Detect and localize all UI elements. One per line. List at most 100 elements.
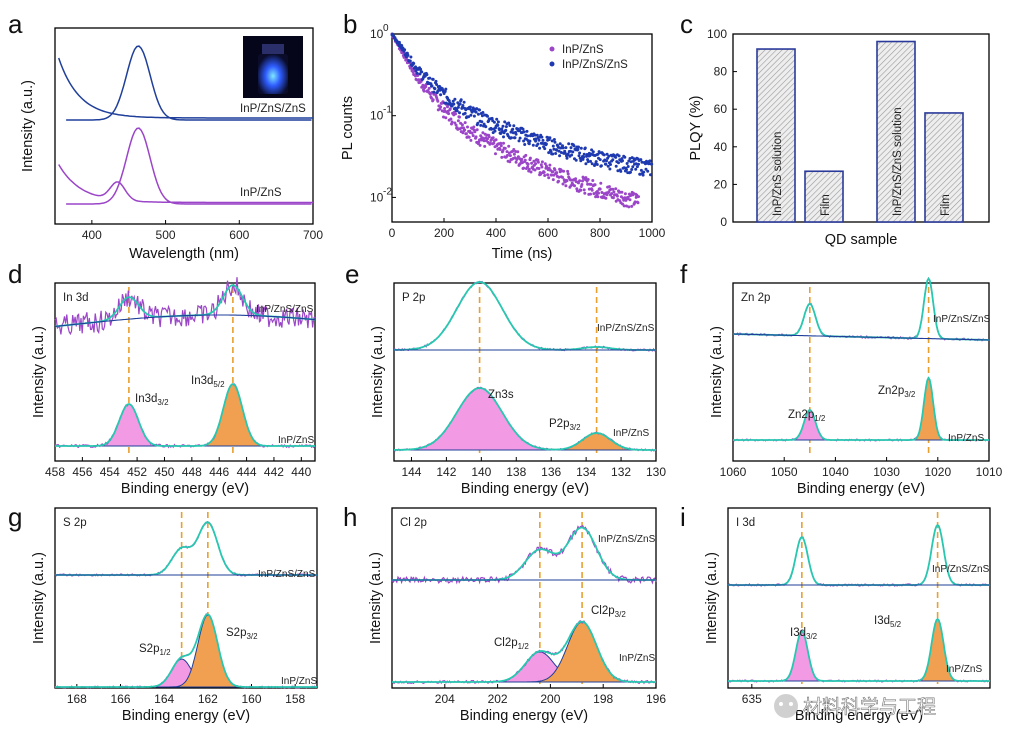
plot-frame: [54, 507, 318, 689]
data-point: [593, 183, 597, 187]
x-tick-label: 635: [742, 692, 762, 706]
data-point: [523, 143, 527, 146]
data-point: [552, 138, 556, 141]
x-tick-label: 1050: [771, 465, 798, 479]
data-point: [627, 159, 631, 163]
x-tick-label: 456: [72, 465, 92, 479]
y-tick-label: 80: [714, 65, 728, 79]
lower-fit-line: [55, 383, 315, 447]
y-axis-label: PLQY (%): [688, 95, 704, 160]
panel-label-i: i: [680, 502, 686, 532]
x-axis-label: Binding energy (eV): [461, 481, 589, 497]
data-point: [474, 110, 478, 114]
data-point: [444, 101, 448, 105]
data-point: [625, 162, 629, 165]
data-point: [503, 120, 507, 124]
data-point: [512, 152, 516, 156]
data-point: [545, 166, 549, 169]
data-point: [561, 182, 565, 186]
data-point: [435, 83, 439, 86]
data-point: [534, 137, 538, 141]
plot-frame: [727, 507, 991, 689]
data-point: [487, 135, 491, 139]
inp-zns-emission-line: [66, 127, 312, 205]
x-tick-label: 196: [646, 692, 666, 706]
x-tick-label: 450: [154, 465, 174, 479]
lower-series-label: InP/ZnS: [948, 433, 984, 444]
data-point: [628, 198, 632, 202]
data-point: [559, 151, 563, 154]
data-point: [434, 79, 438, 83]
data-point: [505, 150, 509, 154]
data-point: [483, 144, 487, 148]
data-point: [611, 158, 615, 162]
data-point: [589, 192, 592, 196]
y-axis-label: Intensity (a.u.): [704, 552, 720, 644]
data-point: [639, 168, 643, 172]
data-point: [582, 152, 586, 156]
y-tick-exponent: -2: [383, 186, 392, 197]
panel-label-h: h: [343, 502, 357, 532]
data-point: [523, 158, 527, 162]
data-point: [535, 133, 539, 137]
data-point: [589, 182, 593, 186]
data-point: [529, 170, 533, 174]
plot-frame: [391, 33, 653, 223]
data-point: [422, 89, 426, 93]
data-point: [522, 166, 526, 170]
y-tick-label: 40: [714, 140, 728, 154]
data-point: [540, 165, 544, 169]
data-point: [428, 76, 432, 80]
data-point: [616, 169, 620, 173]
data-point: [478, 143, 482, 147]
data-point: [578, 179, 582, 183]
data-point: [504, 128, 508, 132]
data-point: [582, 188, 586, 192]
data-point: [553, 168, 557, 172]
x-axis-label: Binding energy (eV): [122, 708, 250, 724]
peak-component-orange: [733, 377, 989, 441]
x-tick-label: 700: [303, 228, 323, 242]
x-tick-label: 142: [436, 465, 456, 479]
x-axis-label: Binding energy (eV): [795, 708, 923, 724]
vial-cap: [262, 44, 284, 54]
data-point: [455, 109, 459, 113]
data-point: [569, 149, 572, 153]
data-point: [569, 146, 573, 150]
data-point: [493, 129, 497, 133]
data-point: [459, 98, 463, 102]
data-point: [458, 115, 461, 119]
data-point: [551, 170, 555, 174]
data-point: [590, 188, 594, 192]
data-point: [574, 158, 578, 162]
data-point: [637, 162, 640, 166]
x-axis-label: QD sample: [825, 232, 898, 248]
data-point: [469, 138, 473, 142]
data-point: [461, 131, 465, 135]
lower-raw-line: [54, 383, 316, 449]
data-point: [546, 173, 550, 177]
x-axis-label: Binding energy (eV): [797, 481, 925, 497]
data-point: [564, 146, 568, 150]
data-point: [586, 160, 590, 164]
x-tick-label: 144: [401, 465, 421, 479]
data-point: [533, 133, 537, 137]
data-point: [452, 102, 456, 106]
data-point: [442, 115, 445, 119]
data-point: [447, 112, 451, 116]
panel-label-g: g: [8, 502, 22, 532]
data-point: [454, 112, 457, 116]
data-point: [582, 155, 586, 159]
data-point: [629, 160, 633, 164]
data-point: [621, 159, 624, 163]
data-point: [469, 113, 473, 117]
plot-frame: [54, 282, 316, 462]
data-point: [418, 72, 422, 76]
data-point: [490, 127, 493, 131]
data-point: [622, 198, 626, 202]
x-tick-label: 140: [471, 465, 491, 479]
wechat-icon-eye: [779, 702, 783, 706]
data-point: [518, 129, 522, 133]
upper-raw-line: [54, 277, 316, 336]
inp-zns-zns-absorption-line: [57, 57, 313, 119]
